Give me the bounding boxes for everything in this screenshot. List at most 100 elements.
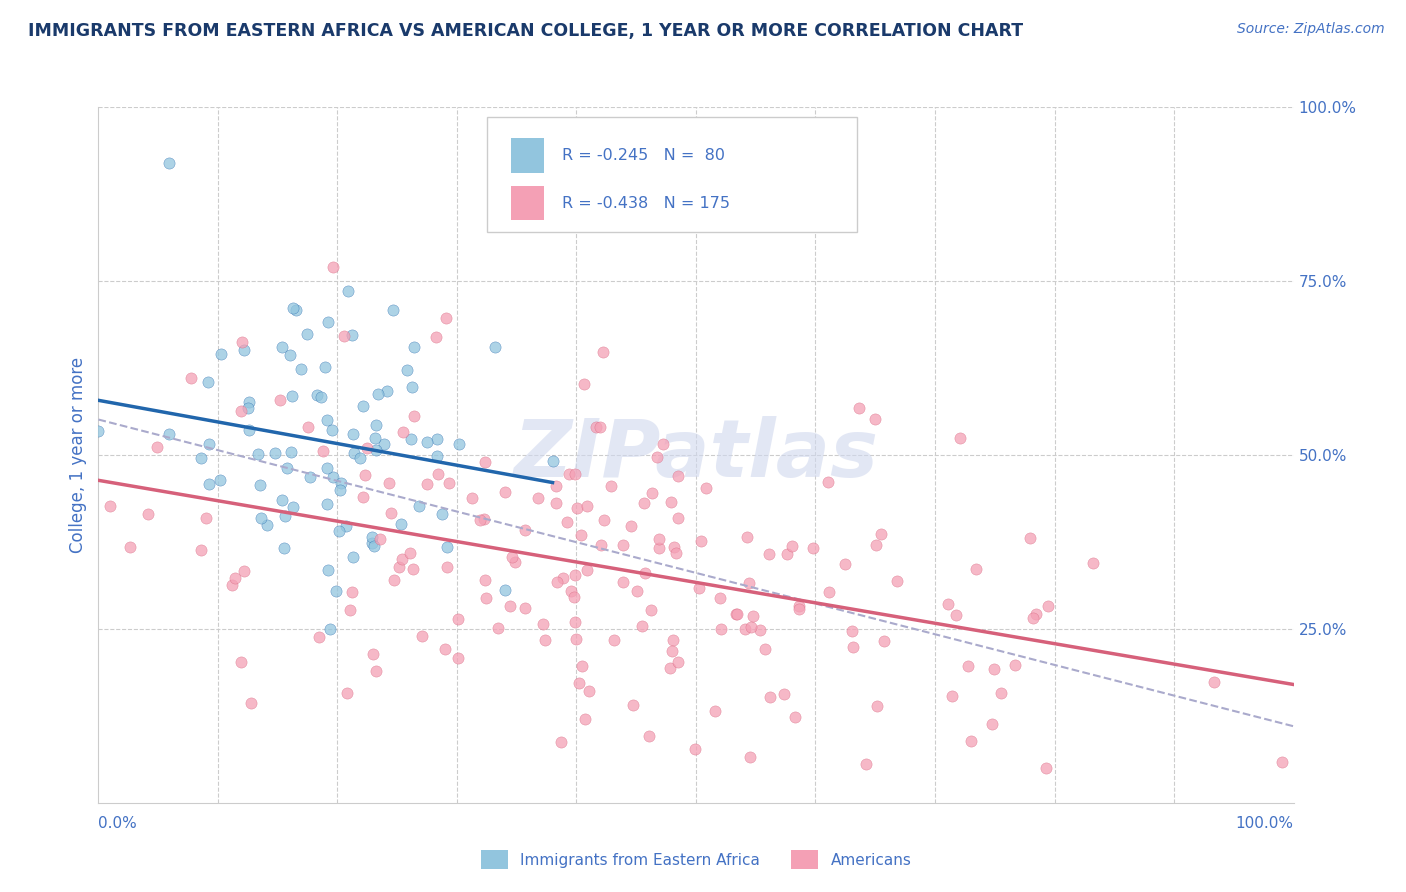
Point <box>1018 531 1040 545</box>
Point <box>1036 599 1059 613</box>
Point <box>527 491 550 505</box>
Point <box>373 437 395 451</box>
Point <box>316 460 339 475</box>
Point <box>980 716 1002 731</box>
Point <box>645 450 668 465</box>
Point <box>959 734 981 748</box>
Point <box>546 496 568 510</box>
Point <box>98 500 122 514</box>
Point <box>238 395 260 409</box>
Point <box>754 642 776 657</box>
Point <box>780 540 803 554</box>
Point <box>785 710 807 724</box>
Point <box>290 362 312 376</box>
Point <box>1204 674 1226 689</box>
Point <box>398 546 420 560</box>
Point <box>515 600 537 615</box>
Bar <box>510 138 544 173</box>
Point <box>367 387 389 401</box>
Point <box>949 431 972 445</box>
Point <box>1004 658 1026 673</box>
Point <box>474 455 496 469</box>
Point <box>232 564 254 578</box>
Point <box>626 584 648 599</box>
Point <box>436 540 458 554</box>
Point <box>665 547 688 561</box>
Point <box>869 527 891 541</box>
Point <box>416 434 439 449</box>
Point <box>396 363 419 377</box>
Point <box>416 477 439 491</box>
Point <box>229 655 252 669</box>
Point <box>801 541 824 556</box>
Point <box>776 547 799 561</box>
Point <box>401 562 423 576</box>
Point <box>547 574 569 589</box>
Point <box>322 470 344 484</box>
Text: Source: ZipAtlas.com: Source: ZipAtlas.com <box>1237 22 1385 37</box>
Point <box>659 661 682 675</box>
Point <box>389 516 412 531</box>
Point <box>256 517 278 532</box>
Point <box>271 340 294 354</box>
Point <box>190 543 212 558</box>
Point <box>564 467 586 482</box>
Text: 100.0%: 100.0% <box>1236 816 1294 831</box>
Point <box>269 393 291 408</box>
Point <box>352 399 374 413</box>
Point <box>280 348 302 362</box>
Point <box>612 575 634 590</box>
Point <box>600 479 623 493</box>
Point <box>541 454 564 468</box>
Point <box>209 473 232 487</box>
Point <box>740 620 762 634</box>
Point <box>842 640 865 654</box>
Point <box>335 686 357 700</box>
Point <box>647 541 669 556</box>
Point <box>136 507 159 521</box>
Point <box>314 360 336 375</box>
Point <box>315 413 337 427</box>
Point <box>633 566 655 581</box>
Point <box>449 437 471 451</box>
Point <box>325 583 347 598</box>
Point <box>221 578 243 592</box>
Point <box>873 634 896 648</box>
Point <box>343 446 366 460</box>
Point <box>724 607 747 621</box>
Point <box>1271 755 1294 769</box>
Point <box>194 511 217 525</box>
Point <box>637 729 659 743</box>
Point <box>562 591 585 605</box>
Point <box>1035 761 1057 775</box>
Point <box>157 155 180 169</box>
Point <box>865 538 887 552</box>
Point <box>738 576 761 591</box>
Point <box>592 344 614 359</box>
Point <box>381 303 404 318</box>
Point <box>499 599 522 614</box>
Point <box>328 524 350 538</box>
Point <box>280 445 302 459</box>
Point <box>378 475 401 490</box>
Point <box>956 659 979 673</box>
Point <box>427 467 450 482</box>
Point <box>461 491 484 505</box>
Point <box>197 436 219 450</box>
Text: 0.0%: 0.0% <box>98 816 138 831</box>
Point <box>380 506 402 520</box>
Point <box>364 442 387 457</box>
Point <box>666 656 689 670</box>
Point <box>612 537 634 551</box>
Point <box>1081 556 1104 570</box>
Point <box>360 530 382 544</box>
Point <box>938 597 960 611</box>
Point <box>494 582 516 597</box>
Point <box>330 476 353 491</box>
Point <box>249 477 271 491</box>
Point <box>560 583 582 598</box>
Point <box>273 541 295 555</box>
Point <box>312 444 335 458</box>
Y-axis label: College, 1 year or more: College, 1 year or more <box>69 357 87 553</box>
Point <box>505 555 527 569</box>
